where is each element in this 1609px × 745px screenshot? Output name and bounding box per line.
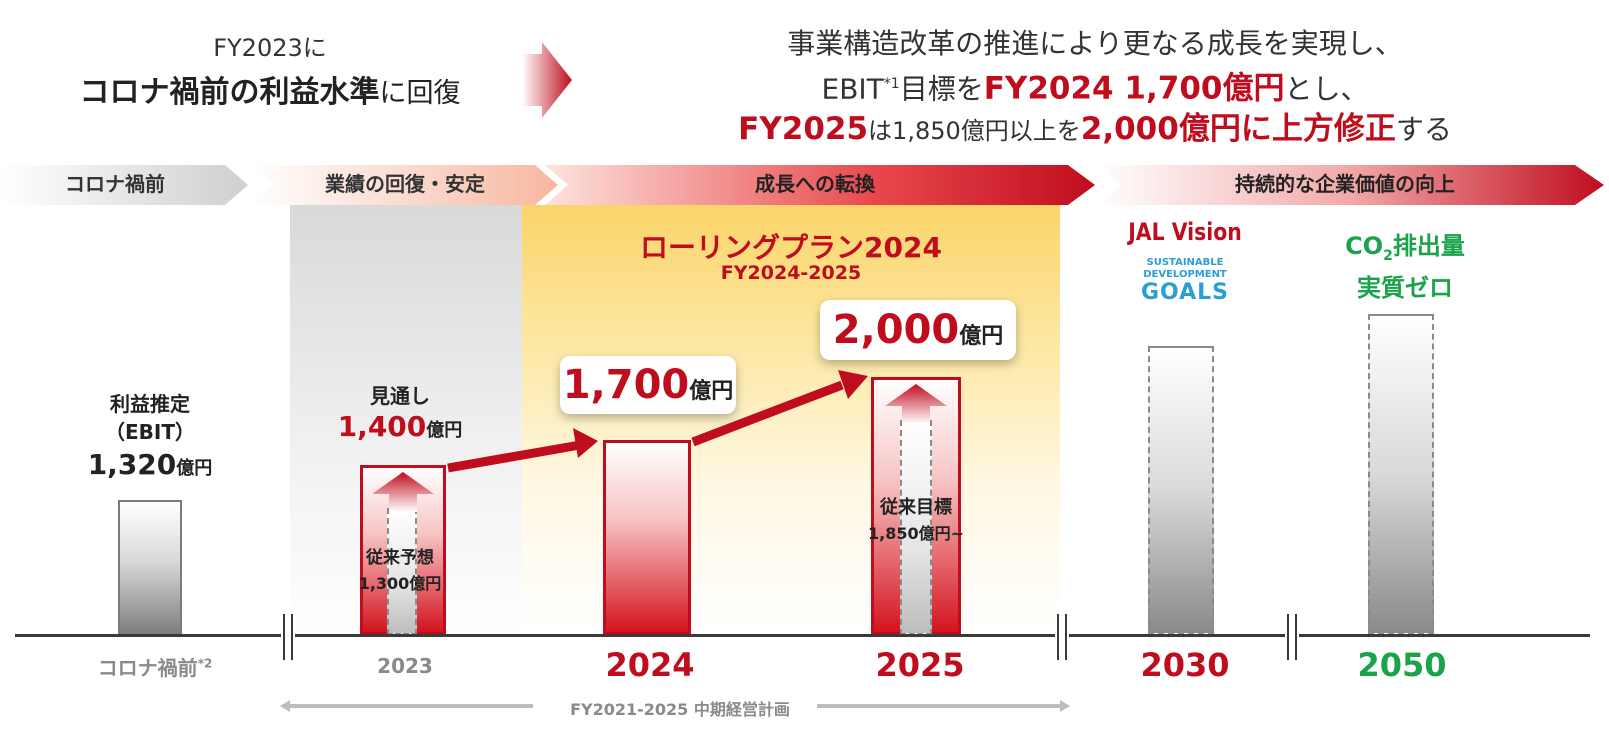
phase-bar [0,165,1604,205]
mid-term-plan-span [280,700,1070,712]
headline-arrow-icon [522,42,572,118]
headline-recovery: FY2023に コロナ禍前の利益水準に回復 [40,28,500,111]
headline-line3-end: する [1395,113,1452,147]
year-label-2023: 2023 [377,654,433,678]
ebit-text: EBIT [821,72,884,106]
pre-covid-year-text: コロナ禍前 [97,656,198,680]
phase-chevron-sustainable [1097,165,1604,205]
mid-term-plan-label: FY2021-2025 中期経営計画 [570,700,790,719]
fy2050-bar [1368,314,1434,635]
fy2023-outlook-value: 1,400億円 [310,410,490,443]
fy2024-target-text: FY2024 1,700億円 [983,70,1285,107]
co2-text: CO [1345,232,1384,260]
pre-covid-label: 利益推定 （EBIT） [60,390,240,446]
previous-target-text: 従来目標 [880,497,952,518]
co2-label: CO2排出量 実質ゼロ [1320,230,1490,304]
phase-label-sustainable: 持続的な企業価値の向上 [1235,172,1455,196]
fy2025-up-arrow-icon [885,384,947,424]
growth-arrow-2023-2024 [447,440,581,473]
fy2025-previous-target-label: 従来目標 1,850億円~ [846,495,986,547]
headline-line3-mid: は1,850億円以上を [868,117,1081,146]
fy2023-previous-forecast-bar [387,508,417,635]
sdgs-logo: SUSTAINABLE DEVELOPMENT GOALS [1110,258,1260,304]
span-left-arrowhead-icon [280,700,290,712]
sdgs-line3: GOALS [1140,280,1230,305]
growth-arrowhead-2024-icon [573,428,598,458]
span-right-arrowhead-icon [1060,700,1070,712]
sdgs-line1: SUSTAINABLE [1146,257,1224,268]
fy2030-bar [1148,346,1214,635]
year-label-2050: 2050 [1357,646,1447,684]
fy2023-outlook-unit: 億円 [426,420,463,441]
headline-line2-end: とし、 [1284,72,1369,106]
fy2023-previous-forecast-label: 従来予想 1,300億円 [330,545,470,597]
fy2023-up-arrow-icon [372,472,434,512]
fy2025-text: FY2025 [738,111,869,148]
co2-net-zero-text: 実質ゼロ [1357,273,1453,302]
phase-chevron-pre-covid [0,165,248,205]
headline-recovery-line1: FY2023に [213,34,327,62]
previous-forecast-text: 従来予想 [366,548,434,568]
rolling-plan-subtitle: FY2024-2025 [720,262,862,284]
fy2025-target-text: 2,000億円 [1080,111,1241,148]
growth-arrow-2024-2025 [691,380,844,447]
headline-target-text: 目標を [899,72,984,106]
pre-covid-number: 1,320 [87,448,177,481]
growth-arrowhead-2025-icon [838,370,868,399]
headline-recovery-rest: に回復 [379,78,461,109]
axis-breaks [281,614,1299,660]
headline-growth-line1: 事業構造改革の推進により更なる成長を実現し、 [787,27,1403,60]
fy2023-outlook-label: 見通し [370,384,430,408]
year-label-2025: 2025 [875,646,965,684]
fy2024-unit: 億円 [689,379,734,404]
sdgs-line2: DEVELOPMENT [1143,269,1227,280]
baseline [15,634,1590,637]
headline-growth: 事業構造改革の推進により更なる成長を実現し、 EBIT*1目標をFY2024 1… [655,24,1535,151]
year-label-2024: 2024 [605,646,695,684]
ebit-label: （EBIT） [105,420,195,444]
pre-covid-footnote-mark: *2 [197,656,213,671]
jal-vision-logo: JAL Vision [1128,218,1242,246]
phase-label-growth: 成長への転換 [755,172,875,196]
year-label-2030: 2030 [1140,646,1230,684]
fy2024-bar [603,440,691,635]
pre-covid-unit: 億円 [176,458,213,479]
fy2024-number: 1,700 [562,362,690,408]
year-label-pre-covid: コロナ禍前*2 [60,652,250,681]
phase-chevron-growth [545,165,1095,205]
fy2025-unit: 億円 [959,324,1004,349]
previous-target-value: 1,850億円~ [867,524,965,543]
phase-label-pre-covid: コロナ禍前 [65,172,165,196]
rolling-plan-title: ローリングプラン2024 [640,231,942,264]
previous-forecast-value: 1,300億円 [358,574,442,593]
ebit-footnote-mark: *1 [883,76,900,92]
upward-revision-text: に上方修正 [1240,111,1396,148]
profit-estimate-label: 利益推定 [110,392,190,416]
headline-recovery-bold: コロナ禍前の利益水準 [79,75,380,110]
fy2023-outlook-number: 1,400 [337,410,427,443]
co2-subscript: 2 [1383,247,1393,264]
fy2024-value-callout: 1,700億円 [560,356,736,414]
phase-chevron-recovery [250,165,558,205]
fy2025-value-callout: 2,000億円 [820,300,1016,360]
pre-covid-value: 1,320億円 [60,448,240,481]
fy2025-number: 2,000 [832,307,960,353]
phase-label-recovery: 業績の回復・安定 [325,172,485,196]
co2-emissions-text: 排出量 [1392,232,1465,260]
pre-covid-bar [118,500,182,635]
